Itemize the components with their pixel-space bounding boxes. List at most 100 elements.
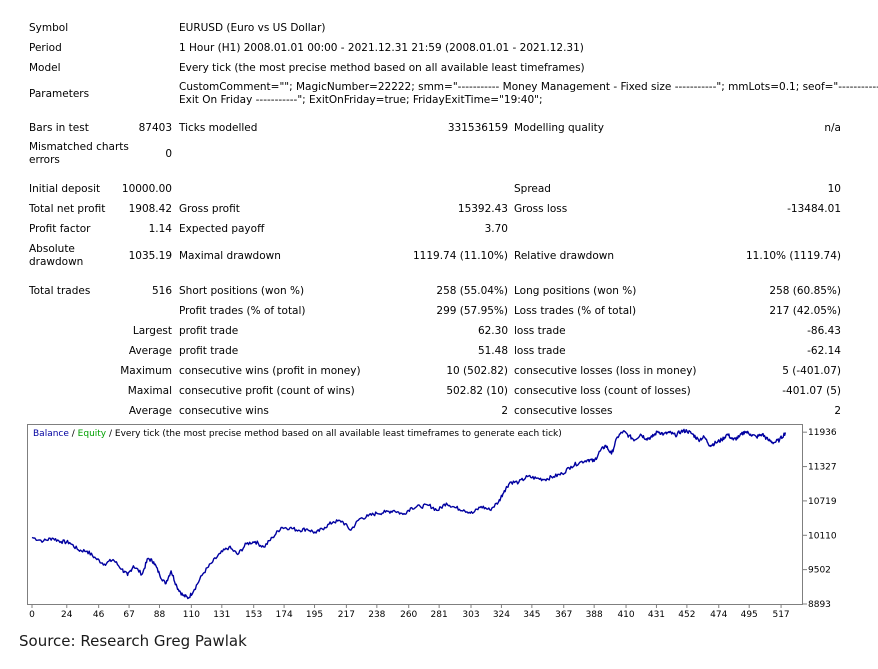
expected-payoff-value: 3.70 [484,223,508,235]
balance-chart-frame [27,424,803,605]
x-tick-label: 217 [338,610,355,620]
max-cons-wins-label: consecutive wins (profit in money) [179,365,361,377]
x-tick-label: 195 [306,610,323,620]
long-positions-label: Long positions (won %) [514,285,637,297]
max-cons-wins-value: 10 (502.82) [446,365,508,377]
loss-trades-label: Loss trades (% of total) [514,305,637,317]
avg-label: Average [128,405,172,417]
mismatched-label: Mismatched charts errors [29,141,129,166]
average-profit-label: profit trade [179,345,239,357]
x-tick-label: 474 [710,610,727,620]
x-tick-label: 110 [183,610,200,620]
short-positions-label: Short positions (won %) [179,285,305,297]
avg-cons-losses-label: consecutive losses [514,405,613,417]
balance-line [31,428,787,600]
maximal-cons-profit-value: 502.82 (10) [446,385,508,397]
profit-trades-label: Profit trades (% of total) [179,305,306,317]
average-loss-value: -62.14 [807,345,841,357]
legend-separator-2: / [106,429,115,439]
parameters-line-2: Exit On Friday -----------"; ExitOnFrida… [179,94,543,106]
gross-profit-label: Gross profit [179,203,240,215]
gross-loss-label: Gross loss [514,203,568,215]
average-profit-value: 51.48 [477,345,508,357]
x-tick-label: 260 [400,610,417,620]
x-tick-label: 174 [276,610,293,620]
expected-payoff-label: Expected payoff [179,223,265,235]
largest-loss-label: loss trade [514,325,566,337]
bars-value: 87403 [138,122,172,134]
max-drawdown-label: Maximal drawdown [179,250,281,262]
source-note: Source: Research Greg Pawlak [19,632,247,650]
abs-drawdown-value: 1035.19 [128,250,172,262]
initial-deposit-label: Initial deposit [29,183,101,195]
symbol-value: EURUSD (Euro vs US Dollar) [179,22,326,34]
quality-value: n/a [824,122,841,134]
x-tick-label: 431 [648,610,665,620]
maximal-label: Maximal [127,385,172,397]
y-tick-label: 11327 [808,463,837,473]
ticks-label: Ticks modelled [179,122,258,134]
x-tick-label: 495 [741,610,758,620]
gross-profit-value: 15392.43 [457,203,508,215]
x-tick-label: 517 [772,610,789,620]
net-profit-value: 1908.42 [128,203,172,215]
rel-drawdown-label: Relative drawdown [514,250,615,262]
x-tick-label: 46 [93,610,105,620]
largest-profit-value: 62.30 [477,325,508,337]
x-tick-label: 153 [245,610,262,620]
total-trades-label: Total trades [29,285,91,297]
largest-loss-value: -86.43 [807,325,841,337]
parameters-line-1: CustomComment=""; MagicNumber=22222; smm… [179,81,878,93]
model-value: Every tick (the most precise method base… [179,62,585,74]
max-cons-losses-value: 5 (-401.07) [782,365,841,377]
largest-label: Largest [132,325,172,337]
spread-label: Spread [514,183,551,195]
avg-cons-wins-value: 2 [501,405,508,417]
ticks-value: 331536159 [447,122,508,134]
rel-drawdown-value: 11.10% (1119.74) [746,250,841,262]
x-tick-label: 388 [586,610,603,620]
x-tick-label: 452 [678,610,695,620]
y-tick-label: 10719 [808,497,837,507]
x-tick-label: 24 [61,610,73,620]
short-positions-value: 258 (55.04%) [436,285,508,297]
long-positions-value: 258 (60.85%) [769,285,841,297]
maximal-cons-profit-label: consecutive profit (count of wins) [179,385,355,397]
profit-factor-value: 1.14 [148,223,172,235]
x-tick-label: 131 [213,610,230,620]
average-label: Average [128,345,172,357]
total-trades-value: 516 [151,285,172,297]
mismatched-value: 0 [165,148,172,160]
legend-equity: Equity [77,429,107,439]
max-drawdown-value: 1119.74 (11.10%) [413,250,508,262]
average-loss-label: loss trade [514,345,566,357]
x-tick-label: 324 [493,610,510,620]
net-profit-label: Total net profit [29,203,106,215]
x-tick-label: 238 [368,610,385,620]
maximal-cons-loss-value: -401.07 (5) [782,385,841,397]
largest-profit-label: profit trade [179,325,239,337]
parameters-label: Parameters [29,88,90,100]
loss-trades-value: 217 (42.05%) [769,305,841,317]
gross-loss-value: -13484.01 [787,203,841,215]
bars-label: Bars in test [29,122,89,134]
x-tick-label: 345 [523,610,540,620]
x-tick-label: 281 [431,610,448,620]
y-tick-label: 9502 [808,566,831,576]
maximum-label: Maximum [120,365,172,377]
model-label: Model [29,62,61,74]
chart-legend: Balance / Equity / Every tick (the most … [33,429,562,440]
x-tick-label: 0 [29,610,35,620]
x-tick-label: 88 [154,610,166,620]
x-tick-label: 410 [617,610,634,620]
quality-label: Modelling quality [514,122,604,134]
x-tick-label: 367 [555,610,572,620]
x-tick-label: 67 [123,610,134,620]
avg-cons-wins-label: consecutive wins [179,405,269,417]
symbol-label: Symbol [29,22,69,34]
avg-cons-losses-value: 2 [834,405,841,417]
y-tick-label: 10110 [808,531,837,541]
profit-factor-label: Profit factor [29,223,91,235]
profit-trades-value: 299 (57.95%) [436,305,508,317]
